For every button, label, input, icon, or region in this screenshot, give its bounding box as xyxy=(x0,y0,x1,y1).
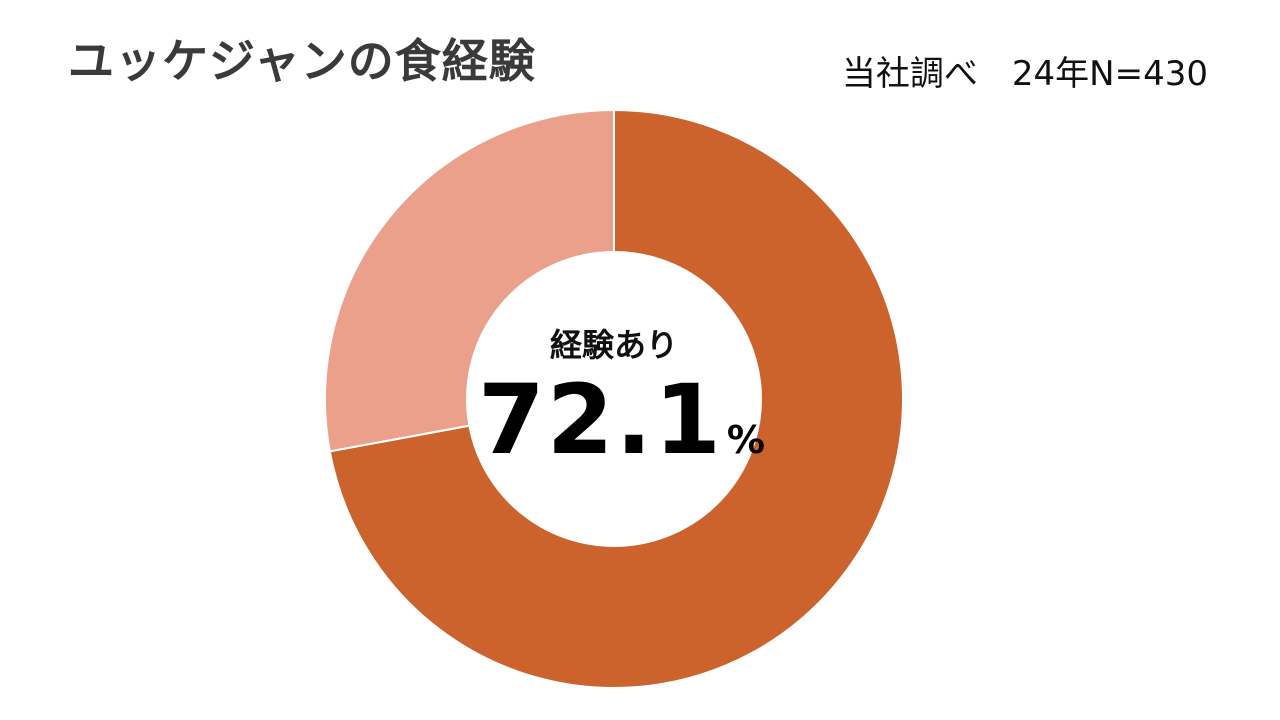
source-note: 当社調べ 24年N=430 xyxy=(841,54,1208,94)
center-value: 72.1% xyxy=(478,372,765,468)
donut-slice-1 xyxy=(328,108,904,689)
donut-slice-2 xyxy=(324,108,615,453)
center-unit: % xyxy=(726,418,765,462)
chart-title: ユッケジャンの食経験 xyxy=(68,34,536,88)
center-label: 経験あり xyxy=(549,326,678,364)
center-number: 72.1 xyxy=(478,364,723,476)
